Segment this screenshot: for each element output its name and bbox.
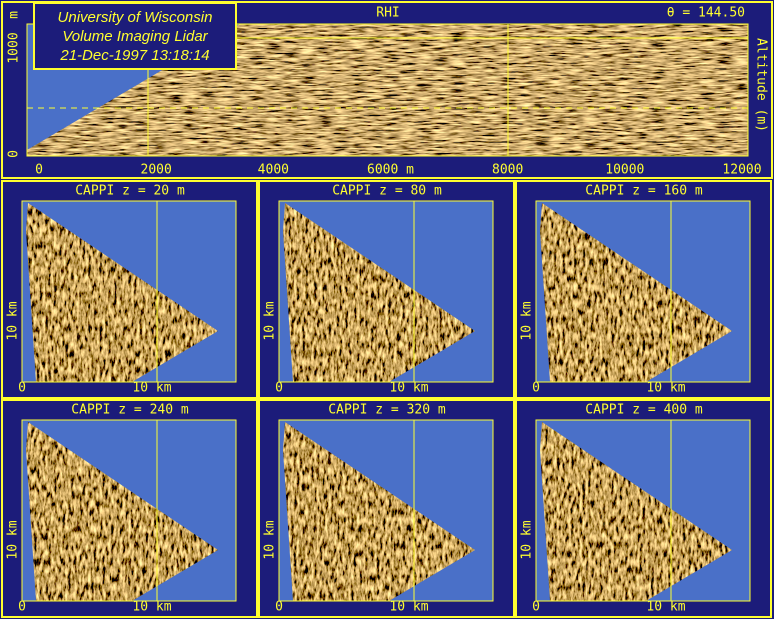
- rhi-x-label: 0: [35, 163, 43, 178]
- panel-frame: [515, 180, 772, 399]
- panel-x-label: 10 km: [646, 381, 685, 396]
- rhi-y-label: m: [7, 11, 22, 19]
- panel-y-label: 10 km: [6, 520, 21, 559]
- rhi-frame: [1, 1, 773, 179]
- panel-title: CAPPI z = 20 m: [75, 184, 185, 199]
- panel-x-label: 10 km: [646, 600, 685, 615]
- panel-y-label: 10 km: [520, 301, 535, 340]
- title-line: Volume Imaging Lidar: [62, 28, 208, 45]
- title-line: 21-Dec-1997 13:18:14: [59, 47, 209, 64]
- panel-x-label: 10 km: [132, 381, 171, 396]
- panel-plot-frame: [21, 419, 237, 602]
- panel-title: CAPPI z = 240 m: [71, 403, 189, 418]
- panel-plot-frame: [278, 200, 494, 383]
- panel-frame: [258, 399, 515, 618]
- rhi-title: RHI: [376, 6, 399, 21]
- panel-x-label: 0: [18, 381, 26, 396]
- rhi-y2-label: Altitude (m): [754, 38, 769, 132]
- panel-plot-frame: [535, 200, 751, 383]
- rhi-y-label: 0: [7, 150, 22, 158]
- rhi-y-label: 1000: [7, 32, 22, 63]
- rhi-x-label: 2000: [141, 163, 172, 178]
- panel-x-label: 0: [275, 600, 283, 615]
- panel-y-label: 10 km: [263, 301, 278, 340]
- panel-x-label: 0: [532, 600, 540, 615]
- panel-title: CAPPI z = 160 m: [585, 184, 703, 199]
- title-line: University of Wisconsin: [58, 9, 213, 26]
- panel-frame: [1, 399, 258, 618]
- panel-x-label: 0: [532, 381, 540, 396]
- rhi-angle: θ = 144.50: [667, 6, 745, 21]
- panel-x-label: 10 km: [389, 381, 428, 396]
- rhi-x-label: 4000: [258, 163, 289, 178]
- rhi-x-label: 6000 m: [367, 163, 414, 178]
- rhi-plot-frame: [26, 23, 749, 157]
- panel-frame: [1, 180, 258, 399]
- panel-frame: [258, 180, 515, 399]
- panel-x-label: 10 km: [389, 600, 428, 615]
- panel-title: CAPPI z = 80 m: [332, 184, 442, 199]
- panel-y-label: 10 km: [6, 301, 21, 340]
- panel-x-label: 10 km: [132, 600, 171, 615]
- panel-x-label: 0: [275, 381, 283, 396]
- panel-title: CAPPI z = 320 m: [328, 403, 446, 418]
- panel-y-label: 10 km: [520, 520, 535, 559]
- rhi-x-label: 8000: [492, 163, 523, 178]
- panel-frame: [515, 399, 772, 618]
- rhi-x-label: 10000: [605, 163, 644, 178]
- rhi-x-label: 12000: [722, 163, 761, 178]
- panel-title: CAPPI z = 400 m: [585, 403, 703, 418]
- title-box: [33, 2, 237, 70]
- panel-plot-frame: [21, 200, 237, 383]
- panel-x-label: 0: [18, 600, 26, 615]
- panel-plot-frame: [535, 419, 751, 602]
- panel-y-label: 10 km: [263, 520, 278, 559]
- panel-plot-frame: [278, 419, 494, 602]
